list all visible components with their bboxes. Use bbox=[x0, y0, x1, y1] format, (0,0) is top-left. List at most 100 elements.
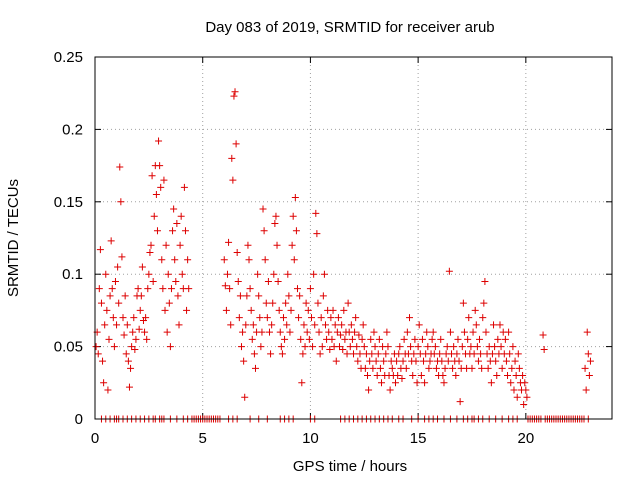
data-point bbox=[136, 306, 144, 314]
data-point bbox=[515, 364, 523, 372]
x-axis-label: GPS time / hours bbox=[293, 458, 407, 475]
data-point bbox=[101, 321, 109, 329]
data-point bbox=[456, 398, 464, 406]
data-point bbox=[300, 321, 308, 329]
data-point bbox=[585, 372, 593, 380]
data-point bbox=[522, 386, 530, 394]
data-point bbox=[124, 357, 132, 365]
data-point bbox=[473, 343, 481, 351]
data-point bbox=[249, 321, 257, 329]
data-point bbox=[424, 343, 432, 351]
data-point bbox=[161, 306, 169, 314]
data-point bbox=[410, 350, 418, 358]
data-point bbox=[233, 248, 241, 256]
data-point bbox=[164, 270, 172, 278]
data-point bbox=[239, 328, 247, 336]
data-point bbox=[350, 350, 357, 358]
plot-frame bbox=[94, 56, 613, 420]
data-point bbox=[241, 393, 249, 401]
data-point bbox=[258, 328, 266, 336]
data-point bbox=[444, 357, 452, 365]
data-point bbox=[231, 88, 239, 96]
data-point bbox=[417, 372, 425, 380]
data-point bbox=[402, 364, 410, 372]
data-point bbox=[420, 357, 428, 365]
data-point bbox=[364, 372, 372, 380]
data-point bbox=[273, 241, 281, 249]
data-point bbox=[96, 246, 104, 254]
data-point bbox=[147, 241, 155, 249]
data-point bbox=[584, 350, 592, 358]
data-point bbox=[232, 140, 240, 148]
data-point bbox=[337, 331, 345, 339]
data-point bbox=[180, 183, 188, 191]
data-point bbox=[319, 292, 327, 300]
data-point bbox=[317, 314, 325, 322]
data-point bbox=[333, 328, 341, 336]
data-point bbox=[325, 328, 333, 336]
data-point bbox=[469, 328, 477, 336]
data-point bbox=[297, 335, 305, 343]
data-point bbox=[268, 321, 276, 329]
data-point bbox=[328, 335, 336, 343]
data-point bbox=[138, 263, 146, 271]
data-point bbox=[174, 292, 182, 300]
y-tick-label: 0.2 bbox=[62, 121, 83, 138]
data-point bbox=[119, 314, 127, 322]
data-point bbox=[523, 393, 531, 401]
data-point bbox=[310, 270, 318, 278]
data-point bbox=[290, 256, 298, 264]
data-point bbox=[240, 357, 248, 365]
data-point bbox=[229, 176, 237, 184]
data-point bbox=[388, 364, 396, 372]
data-point bbox=[412, 357, 420, 365]
data-point bbox=[335, 343, 343, 351]
data-point bbox=[265, 328, 273, 336]
data-point bbox=[426, 357, 434, 365]
data-point bbox=[431, 343, 439, 351]
data-point bbox=[352, 314, 360, 322]
data-point bbox=[176, 241, 184, 249]
data-point bbox=[373, 372, 381, 380]
data-point bbox=[403, 328, 411, 336]
data-point bbox=[425, 364, 433, 372]
data-point bbox=[225, 238, 233, 246]
data-point bbox=[272, 212, 280, 220]
data-point bbox=[276, 328, 284, 336]
data-point bbox=[108, 285, 116, 293]
data-point bbox=[223, 270, 231, 278]
data-point bbox=[284, 270, 292, 278]
data-point bbox=[400, 335, 408, 343]
data-point bbox=[407, 343, 415, 351]
data-point bbox=[235, 314, 243, 322]
data-point bbox=[467, 343, 475, 351]
data-point bbox=[367, 335, 375, 343]
data-point bbox=[296, 292, 304, 300]
data-point bbox=[222, 306, 230, 314]
data-point bbox=[275, 306, 283, 314]
data-point bbox=[95, 285, 103, 293]
data-point bbox=[413, 379, 421, 387]
data-point bbox=[143, 335, 151, 343]
data-point bbox=[118, 253, 126, 261]
data-point bbox=[166, 343, 174, 351]
data-point bbox=[155, 137, 163, 145]
data-point bbox=[165, 299, 173, 307]
data-point bbox=[329, 306, 337, 314]
data-point bbox=[311, 321, 319, 329]
data-point bbox=[520, 401, 528, 409]
data-point bbox=[132, 335, 140, 343]
data-point bbox=[125, 383, 133, 391]
data-point bbox=[144, 285, 152, 293]
data-point bbox=[581, 364, 589, 372]
data-point bbox=[295, 314, 303, 322]
data-point bbox=[370, 328, 378, 336]
data-point bbox=[374, 350, 382, 358]
data-point bbox=[167, 285, 175, 293]
data-point bbox=[115, 299, 123, 307]
data-point bbox=[539, 331, 547, 339]
data-point bbox=[361, 364, 369, 372]
data-point bbox=[454, 335, 462, 343]
data-point bbox=[99, 357, 107, 365]
